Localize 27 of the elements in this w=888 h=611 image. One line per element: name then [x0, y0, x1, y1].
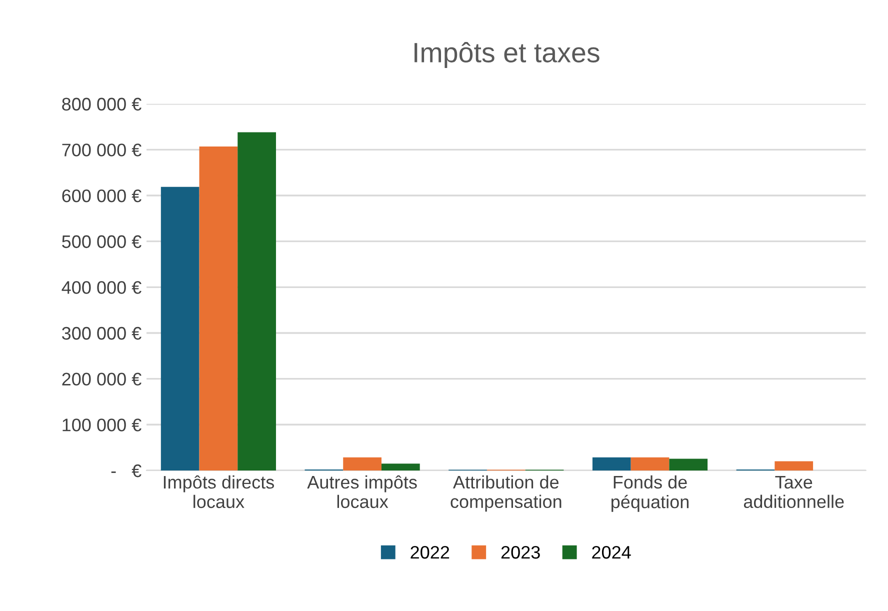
bar — [774, 461, 814, 470]
bar — [199, 146, 238, 470]
y-tick-label: 300 000 € — [62, 326, 142, 340]
legend-label: 2024 — [592, 546, 631, 559]
chart-title: Impôts et taxes — [414, 42, 600, 68]
y-tick-label: 200 000 € — [62, 372, 142, 386]
bar — [630, 457, 670, 470]
bar — [343, 457, 382, 470]
x-tick-label: Autres impôts locaux — [307, 475, 417, 508]
y-tick-label: 100 000 € — [62, 418, 142, 432]
x-tick-label: Attribution de compensation — [450, 475, 562, 512]
bar — [592, 457, 631, 470]
legend-label: 2023 — [501, 546, 540, 559]
bar — [238, 132, 276, 470]
y-tick-label: 600 000 € — [62, 189, 142, 202]
y-tick-label: 400 000 € — [62, 281, 142, 294]
y-tick-label: 800 000 € — [62, 98, 142, 111]
legend-label: 2022 — [410, 546, 450, 559]
y-tick-label: 500 000 € — [62, 235, 142, 248]
x-tick-label: Fonds de péquation — [612, 475, 689, 512]
bar — [381, 464, 420, 470]
y-tick-label: 700 000 € — [62, 144, 142, 156]
x-tick-label: Taxe additionnelle — [744, 476, 844, 508]
y-tick-label: - € — [111, 464, 142, 478]
x-tick-label: Impôts directs locaux — [164, 475, 274, 508]
bar — [669, 458, 708, 470]
bar — [160, 186, 200, 470]
